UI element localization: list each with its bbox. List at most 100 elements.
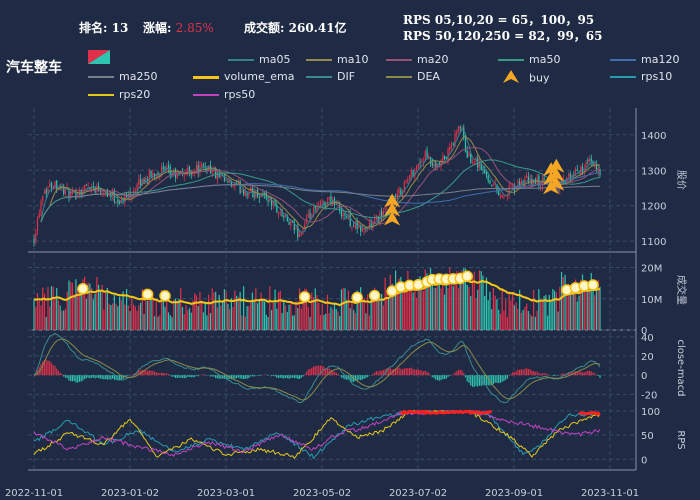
volume-bar <box>225 291 227 330</box>
volume-bar <box>543 296 545 330</box>
candle-body <box>157 172 159 176</box>
candle-body <box>342 213 344 217</box>
candle-body <box>438 162 440 166</box>
volume-bar <box>408 289 411 330</box>
legend-swatch <box>610 59 636 61</box>
candle-body <box>354 220 357 229</box>
volume-bar <box>267 317 269 330</box>
candle-body <box>464 135 467 152</box>
volume-bar <box>452 286 454 330</box>
candle-body <box>188 166 191 173</box>
volume-bar <box>337 311 339 330</box>
volume-bar <box>379 298 381 330</box>
candle-body <box>482 169 484 171</box>
candle-body <box>141 178 143 186</box>
volume-bar <box>503 310 505 330</box>
candle-body <box>581 166 584 173</box>
volume-bar <box>393 284 395 330</box>
candle-body <box>344 213 346 216</box>
volume-bar <box>354 312 357 330</box>
candle-body <box>269 197 271 202</box>
candle-body <box>415 166 418 170</box>
sector-title: 汽车整车 <box>6 60 62 76</box>
candle-body <box>585 161 587 168</box>
volume-bar <box>152 291 154 330</box>
volume-bar <box>87 282 89 330</box>
volume-bar <box>94 293 96 330</box>
volume-bar <box>160 290 163 330</box>
macd-axis-title: close-macd <box>675 339 686 396</box>
candle-body <box>159 173 161 178</box>
candle-body <box>155 174 157 178</box>
candle-body <box>290 220 292 226</box>
candle-body <box>417 164 419 168</box>
volume-bar <box>108 303 110 330</box>
volume-bar <box>377 291 379 330</box>
volume-bar <box>566 291 568 330</box>
x-tick-label: 2023-07-02 <box>389 488 447 499</box>
volume-bar <box>125 288 128 330</box>
candle-body <box>408 175 411 178</box>
candle-body <box>360 224 362 232</box>
moving-average-ma05 <box>40 128 601 233</box>
volume-bar <box>421 285 423 330</box>
candle-body <box>33 238 35 243</box>
candle-body <box>401 192 404 197</box>
volume-bar <box>59 305 61 330</box>
volume-bar <box>559 286 561 330</box>
volume-bar <box>84 276 86 330</box>
candle-body <box>529 177 531 183</box>
volume-bar <box>400 276 402 330</box>
candle-body <box>281 209 283 217</box>
candle-body <box>71 191 74 195</box>
volume-bar <box>360 287 362 330</box>
volume-bar <box>171 317 173 330</box>
volume-bar <box>365 313 367 330</box>
candle-body <box>309 212 311 219</box>
volume-bar <box>550 301 552 330</box>
candle-body <box>370 223 372 228</box>
candle-body <box>443 155 446 160</box>
candle-body <box>436 164 439 168</box>
candle-body <box>492 183 495 185</box>
candle-body <box>478 162 481 168</box>
candle-body <box>442 156 444 162</box>
candle-body <box>215 168 217 179</box>
volume-bar <box>256 303 259 330</box>
volume-bar <box>450 283 453 330</box>
volume-bar <box>391 283 393 330</box>
volume-bar <box>293 315 295 330</box>
volume-bar <box>99 290 101 330</box>
volume-bar <box>534 316 536 330</box>
volume-bar <box>52 286 54 330</box>
candle-body <box>220 175 222 177</box>
volume-bar <box>316 294 318 330</box>
legend-item-rps50: rps50 <box>193 88 255 101</box>
candle-body <box>312 207 315 214</box>
volume-bar <box>283 300 285 330</box>
volume-bar <box>66 291 68 330</box>
volume-bar <box>307 307 309 330</box>
moving-average-ma20 <box>40 146 601 225</box>
candle-body <box>398 188 400 194</box>
legend-label: ma120 <box>641 53 680 66</box>
x-tick-label: 2022-11-01 <box>5 488 63 499</box>
volume-bar <box>47 287 49 330</box>
candle-body <box>353 225 355 227</box>
volume-bar <box>449 267 451 330</box>
volume-bar <box>243 286 245 330</box>
legend-swatch <box>386 76 412 78</box>
candle-body <box>599 168 601 176</box>
rps-strong-highlight <box>578 411 601 416</box>
volume-bar <box>122 291 124 330</box>
buy-arrow-icon <box>498 70 524 87</box>
candle-body <box>571 174 573 179</box>
legend-label: rps10 <box>641 70 673 83</box>
candle-body <box>330 196 332 204</box>
rps-summary-line2: RPS 50,120,250 = 82，99，65 <box>403 29 603 43</box>
candle-body <box>178 171 180 173</box>
y-tick-label: 0 <box>641 371 647 382</box>
volume-bar <box>510 300 512 330</box>
volume-bar <box>515 302 517 330</box>
volume-bar <box>592 288 594 330</box>
